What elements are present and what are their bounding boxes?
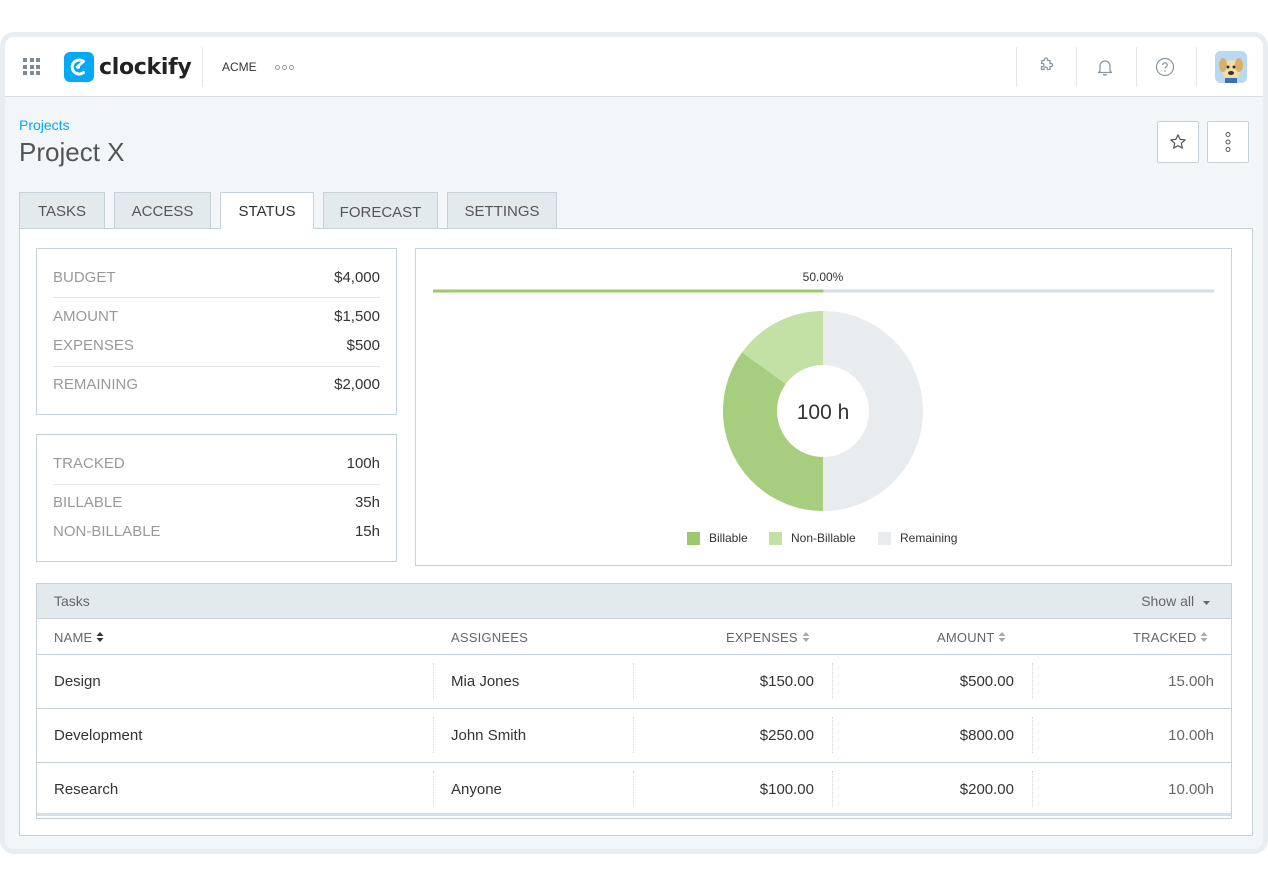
logo-text: clockify (99, 54, 192, 80)
star-icon (1170, 134, 1186, 149)
table-row[interactable]: Design Mia Jones $150.00 $500.00 15.00h (37, 654, 1231, 708)
apps-grid-icon[interactable] (23, 58, 40, 75)
divider (633, 717, 634, 753)
divider (832, 717, 833, 753)
task-tracked: 10.00h (1168, 727, 1214, 744)
tasks-header: Tasks Show all (37, 584, 1231, 619)
column-name[interactable]: NAME (54, 630, 104, 645)
task-name: Design (54, 673, 101, 690)
tracked-row: TRACKED 100h (53, 455, 380, 472)
expenses-row: EXPENSES $500 (53, 337, 380, 354)
budget-card: BUDGET $4,000 AMOUNT $1,500 EXPENSES $500 R… (36, 248, 397, 415)
legend-billable: Billable (687, 531, 748, 545)
app-window: clockify ACME (0, 32, 1268, 854)
tab-forecast[interactable]: FORECAST (323, 192, 438, 229)
divider (53, 297, 380, 298)
legend-swatch (769, 531, 782, 545)
legend-non-billable: Non-Billable (769, 531, 856, 545)
column-assignees: ASSIGNEES (451, 630, 528, 645)
table-row[interactable]: Development John Smith $250.00 $800.00 1… (37, 708, 1231, 762)
divider (53, 366, 380, 367)
task-tracked: 10.00h (1168, 781, 1214, 798)
status-panel: BUDGET $4,000 AMOUNT $1,500 EXPENSES $500 R… (19, 228, 1253, 836)
hours-chart: 50.00% 100 h (433, 270, 1214, 511)
billable-row: BILLABLE 35h (53, 494, 380, 511)
donut-hole (777, 365, 869, 457)
divider (1016, 47, 1017, 87)
more-options-button[interactable] (1207, 121, 1249, 163)
table-row[interactable]: Research Anyone $100.00 $200.00 10.00h (37, 762, 1231, 816)
amount-row: AMOUNT $1,500 (53, 308, 380, 325)
divider (433, 717, 434, 753)
divider (1196, 47, 1197, 87)
pie-slice-billable (723, 352, 823, 511)
sort-icon (96, 632, 104, 642)
task-name: Research (54, 781, 119, 798)
tab-tasks[interactable]: TASKS (19, 192, 105, 229)
chart-card: 50.00% 100 h Billable Non-Billable Remai… (415, 248, 1232, 566)
divider (1032, 663, 1033, 699)
legend-swatch (687, 531, 700, 545)
tab-access[interactable]: ACCESS (114, 192, 211, 229)
task-name: Development (54, 727, 143, 744)
workspace-more-icon[interactable] (275, 65, 294, 70)
divider (832, 663, 833, 699)
task-expenses: $100.00 (759, 781, 814, 798)
sort-icon (998, 632, 1006, 642)
divider (433, 771, 434, 807)
legend-remaining: Remaining (878, 531, 957, 545)
divider (1032, 717, 1033, 753)
budget-row: BUDGET $4,000 (53, 269, 380, 286)
divider (1076, 47, 1077, 87)
divider (832, 771, 833, 807)
logo[interactable]: clockify (64, 52, 192, 82)
show-all-dropdown[interactable]: Show all (1141, 593, 1211, 609)
tasks-table: Tasks Show all NAME ASSIGNEES EXPENSES A… (36, 583, 1232, 819)
task-expenses: $250.00 (759, 727, 814, 744)
top-bar: clockify ACME (5, 37, 1263, 97)
task-amount: $500.00 (959, 673, 1014, 690)
hours-card: TRACKED 100h BILLABLE 35h NON-BILLABLE 15h (36, 434, 397, 562)
help-icon[interactable] (1154, 56, 1176, 78)
task-expenses: $150.00 (759, 673, 814, 690)
donut-center-label: 100 h (797, 401, 850, 424)
task-assignee: John Smith (451, 727, 527, 744)
progress-label: 50.00% (803, 270, 844, 284)
divider (633, 771, 634, 807)
task-assignee: Mia Jones (451, 673, 520, 690)
task-amount: $800.00 (959, 727, 1014, 744)
divider (633, 663, 634, 699)
avatar[interactable] (1215, 51, 1247, 83)
task-tracked: 15.00h (1168, 673, 1214, 690)
sort-icon (1200, 632, 1208, 642)
column-tracked[interactable]: TRACKED (1133, 630, 1208, 645)
column-expenses[interactable]: EXPENSES (726, 630, 810, 645)
breadcrumb[interactable]: Projects (19, 117, 70, 133)
divider (53, 484, 380, 485)
column-amount[interactable]: AMOUNT (937, 630, 1006, 645)
divider (1032, 771, 1033, 807)
tasks-title: Tasks (54, 593, 90, 609)
divider (433, 663, 434, 699)
task-assignee: Anyone (451, 781, 502, 798)
tab-settings[interactable]: SETTINGS (447, 192, 557, 229)
page-title: Project X (19, 137, 125, 167)
tab-status[interactable]: STATUS (220, 192, 314, 229)
nonbillable-row: NON-BILLABLE 15h (53, 523, 380, 540)
caret-down-icon (1203, 601, 1210, 605)
pie-slice-remaining (823, 311, 923, 511)
puzzle-icon[interactable] (1034, 56, 1056, 78)
task-amount: $200.00 (959, 781, 1014, 798)
divider (202, 47, 203, 87)
workspace-name[interactable]: ACME (222, 60, 257, 74)
legend-swatch (878, 531, 891, 545)
vertical-dots-icon (1225, 132, 1231, 152)
remaining-row: REMAINING $2,000 (53, 376, 380, 393)
bell-icon[interactable] (1094, 56, 1116, 78)
favorite-button[interactable] (1157, 121, 1199, 163)
divider (1136, 47, 1137, 87)
sort-icon (802, 632, 809, 642)
clockify-logo-icon (64, 52, 94, 82)
